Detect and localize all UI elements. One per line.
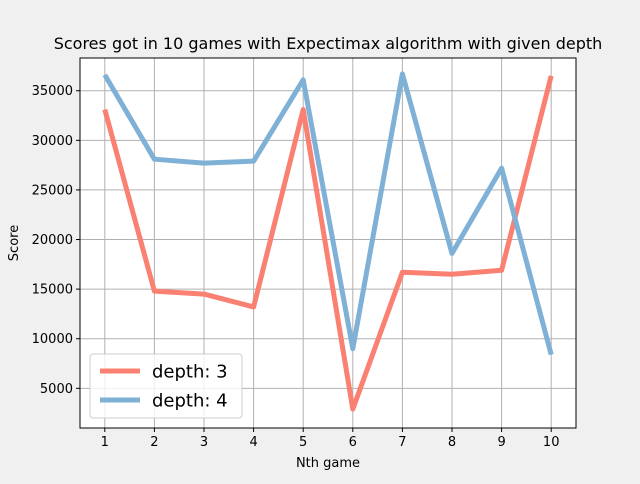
y-tick-label: 35000 (32, 84, 73, 99)
series-line-2 (102, 71, 554, 356)
x-tick-label: 7 (398, 435, 406, 450)
y-tick-label: 25000 (32, 183, 73, 198)
x-tick-label: 10 (543, 435, 560, 450)
legend-label-2: depth: 4 (152, 391, 228, 412)
x-tick-label: 6 (349, 435, 357, 450)
tick-layer: 1 2 3 4 5 6 7 8 9 10 5000 10000 15000 20000 25000 30000… (32, 84, 560, 450)
series-line-1 (102, 75, 554, 412)
y-tick-label: 10000 (32, 332, 73, 347)
x-tick-label: 1 (101, 435, 109, 450)
y-tick-label: 20000 (32, 233, 73, 248)
legend: depth: 3 depth: 4 (89, 353, 243, 419)
x-tick-label: 5 (299, 435, 307, 450)
x-axis-label: Nth game (296, 456, 360, 471)
series-layer (102, 71, 554, 412)
x-tick-label: 8 (448, 435, 456, 450)
legend-label-1: depth: 3 (152, 362, 228, 383)
plot-frame (79, 57, 577, 429)
x-tick-label: 9 (497, 435, 505, 450)
y-tick-label: 5000 (40, 382, 73, 397)
y-axis-label: Score (7, 225, 22, 261)
y-tick-label: 30000 (32, 134, 73, 149)
chart-title: Scores got in 10 games with Expectimax a… (54, 34, 603, 53)
x-tick-label: 3 (200, 435, 208, 450)
x-tick-label: 2 (150, 435, 158, 450)
y-tick-label: 15000 (32, 283, 73, 298)
x-tick-label: 4 (249, 435, 257, 450)
